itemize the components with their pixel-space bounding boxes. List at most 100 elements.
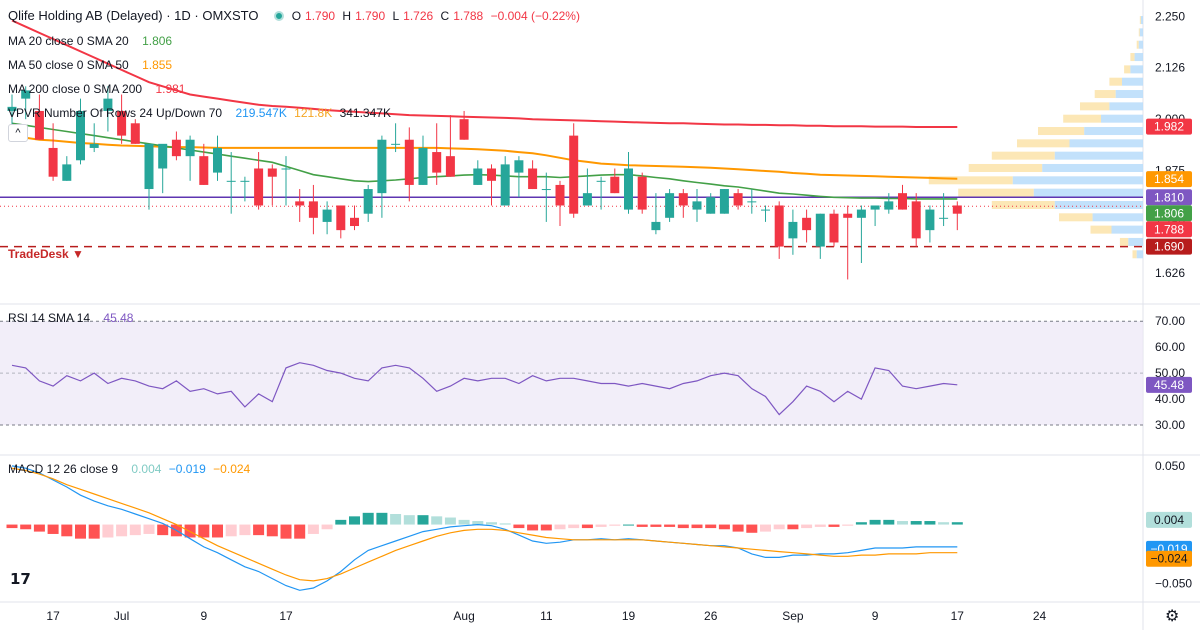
vpvr-bar-up xyxy=(1069,139,1143,148)
candle-body xyxy=(761,209,770,211)
macd-histogram-bar xyxy=(650,524,662,527)
ma200-label: MA 200 close 0 SMA 200 xyxy=(8,82,143,96)
vpvr-bar-up xyxy=(1092,213,1143,222)
vpvr-bar-down xyxy=(1017,139,1070,148)
time-axis-label: Jul xyxy=(114,609,129,623)
macd-legend[interactable]: MACD 12 26 close 9 0.004 −0.019 −0.024 xyxy=(8,462,254,476)
macd-axis-tick: −0.050 xyxy=(1155,576,1192,590)
macd-badge-label: 0.004 xyxy=(1154,513,1184,527)
candle-body xyxy=(336,205,346,231)
candle-body xyxy=(487,168,496,181)
rsi-badge-label: 45.48 xyxy=(1154,378,1184,392)
candle-body xyxy=(774,205,784,247)
ma200-legend[interactable]: MA 200 close 0 SMA 200 1.981 xyxy=(8,82,189,96)
collapse-legend-button[interactable]: ^ xyxy=(8,124,28,142)
ma50-line xyxy=(11,134,958,180)
candle-body xyxy=(377,139,387,194)
macd-histogram-bar xyxy=(513,524,525,529)
vpvr-bar-down xyxy=(991,151,1055,160)
open-label: O xyxy=(291,9,302,23)
rsi-axis-tick: 30.00 xyxy=(1155,418,1185,432)
macd-histogram-bar xyxy=(280,524,292,539)
ma50-legend[interactable]: MA 50 close 0 SMA 50 1.855 xyxy=(8,58,176,72)
time-axis-label: 19 xyxy=(622,609,636,623)
ma20-legend[interactable]: MA 20 close 0 SMA 20 1.806 xyxy=(8,34,176,48)
vpvr-bar-up xyxy=(1115,90,1143,99)
vpvr-bar-down xyxy=(1136,40,1139,49)
low-label: L xyxy=(392,9,400,23)
candle-body xyxy=(254,168,264,206)
ma20-value: 1.806 xyxy=(142,34,173,48)
macd-histogram-bar xyxy=(129,524,141,536)
candle-body xyxy=(610,176,620,194)
candle-body xyxy=(117,110,127,136)
candle-body xyxy=(363,189,373,214)
candle-body xyxy=(240,180,250,182)
macd-histogram-bar xyxy=(869,519,881,525)
rsi-legend[interactable]: RSI 14 SMA 14 45.48 xyxy=(8,311,137,325)
price-axis-tick: 2.126 xyxy=(1155,60,1185,74)
tradedesk-label[interactable]: TradeDesk ▼ xyxy=(8,247,84,261)
macd-histogram-bar xyxy=(20,524,32,530)
vpvr-bar-down xyxy=(1080,102,1110,111)
vpvr-bar-up xyxy=(1101,114,1143,123)
close-label: C xyxy=(440,9,450,23)
price-badge xyxy=(1146,221,1192,238)
ma20-line xyxy=(11,122,958,200)
candle-body xyxy=(34,110,44,140)
vpvr-legend[interactable]: VPVR Number Of Rows 24 Up/Down 70 219.54… xyxy=(8,106,395,120)
macd-histogram-bar xyxy=(787,524,799,530)
macd-histogram-bar xyxy=(376,512,388,525)
rsi-line xyxy=(11,362,958,416)
candle-body xyxy=(884,201,894,210)
vpvr-bar-down xyxy=(1119,237,1129,246)
vpvr-bar-down xyxy=(928,176,1013,185)
macd-histogram-bar xyxy=(143,524,155,534)
tradingview-logo[interactable]: 𝟭𝟳 xyxy=(10,571,31,588)
macd-histogram-bar xyxy=(568,524,580,529)
candle-body xyxy=(747,201,757,203)
low-value: 1.726 xyxy=(403,9,434,23)
candle-body xyxy=(473,168,483,185)
gear-icon[interactable]: ⚙ xyxy=(1165,608,1180,625)
price-badge xyxy=(1146,189,1192,206)
candle-body xyxy=(898,193,907,210)
candle-body xyxy=(48,147,58,177)
candle-body xyxy=(815,213,825,247)
rsi-badge xyxy=(1146,376,1192,393)
macd-histogram-bar xyxy=(814,524,826,527)
macd-histogram-bar xyxy=(732,524,744,532)
macd-histogram-bar xyxy=(842,524,854,526)
candle-body xyxy=(802,217,812,231)
price-badge-label: 1.854 xyxy=(1154,172,1184,186)
candle-body xyxy=(500,164,510,206)
candle-body xyxy=(404,139,414,185)
vpvr-bar-down xyxy=(1094,90,1116,99)
vpvr-bar-up xyxy=(1140,16,1143,25)
candle-body xyxy=(596,180,606,182)
price-badge-label: 1.690 xyxy=(1154,240,1184,254)
macd-histogram-bar xyxy=(554,524,566,530)
vpvr-bar-up xyxy=(1130,65,1143,74)
macd-histogram-bar xyxy=(239,524,251,536)
time-axis-label: 17 xyxy=(951,609,965,623)
candle-body xyxy=(555,184,565,206)
ma50-label: MA 50 close 0 SMA 50 xyxy=(8,58,129,72)
candle-body xyxy=(76,110,85,161)
symbol-title[interactable]: Qlife Holding AB (Delayed) · 1D · OMXSTO xyxy=(8,8,259,23)
macd-histogram-bar xyxy=(828,524,840,527)
candle-body xyxy=(925,209,935,231)
vpvr-bar-down xyxy=(1132,250,1137,259)
candle-body xyxy=(171,139,181,157)
candle-body xyxy=(870,205,880,210)
macd-line-value: −0.019 xyxy=(168,462,206,476)
macd-histogram-bar xyxy=(61,524,73,537)
macd-histogram-bar xyxy=(116,524,128,537)
vpvr-down-value: 121.8K xyxy=(294,106,333,120)
candle-body xyxy=(391,143,401,145)
vpvr-bar-down xyxy=(968,163,1043,172)
vpvr-bar-down xyxy=(1038,127,1085,136)
price-axis-tick: 1.626 xyxy=(1155,266,1185,280)
macd-histogram-bar xyxy=(362,512,374,525)
